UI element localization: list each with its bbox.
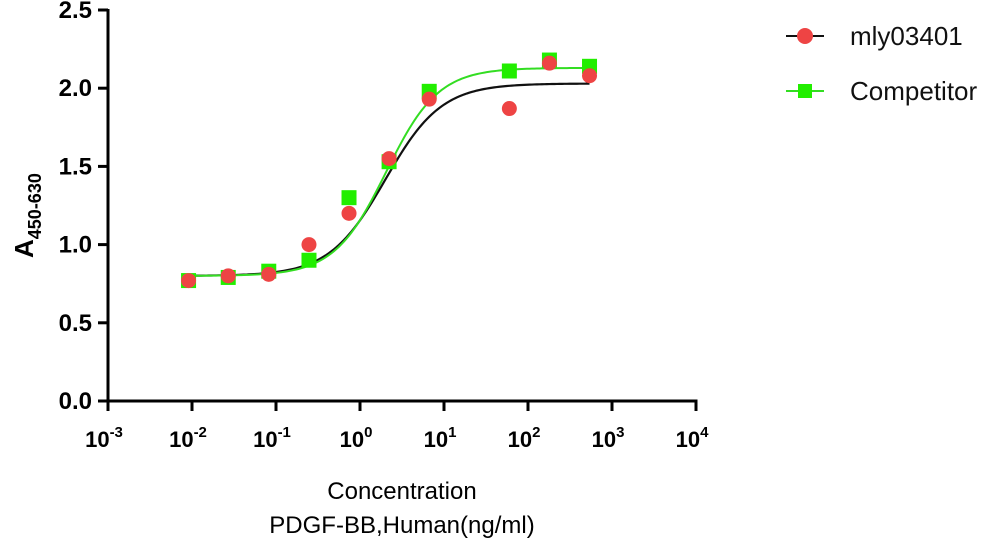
legend-item-mly03401: mly03401 (786, 21, 963, 51)
y-ticks: 0.0 0.5 1.0 1.5 2.0 2.5 (59, 0, 108, 415)
y-axis-title-main: A (9, 239, 39, 258)
x-tick-exponent: 3 (616, 424, 624, 441)
data-point-mly03401 (421, 91, 437, 107)
data-point-mly03401 (381, 151, 397, 167)
x-tick-label: 10-2 (169, 424, 207, 452)
x-tick-base: 10 (169, 427, 193, 452)
legend-label: mly03401 (850, 21, 963, 51)
y-tick-label: 2.0 (59, 75, 92, 102)
y-axis-title-subscript: 450-630 (25, 173, 45, 239)
data-point-mly03401 (341, 205, 357, 221)
x-tick-label: 10-1 (253, 424, 291, 452)
x-tick-exponent: -1 (278, 424, 291, 441)
x-tick-exponent: 1 (448, 424, 456, 441)
data-point-mly03401 (541, 55, 557, 71)
x-tick-label: 101 (424, 424, 457, 452)
y-tick-label: 0.5 (59, 310, 92, 337)
fit-curves (188, 66, 590, 277)
data-point-mly03401 (220, 268, 236, 284)
y-tick-label: 1.0 (59, 232, 92, 259)
legend-square-marker-icon (798, 84, 812, 98)
data-point-mly03401 (301, 237, 317, 253)
x-tick-base: 10 (253, 427, 277, 452)
y-tick-label: 0.0 (59, 388, 92, 415)
x-tick-exponent: -3 (110, 424, 123, 441)
data-point-mly03401 (181, 273, 197, 289)
legend-label: Competitor (850, 76, 977, 106)
data-point-competitor (301, 252, 317, 268)
x-tick-label: 100 (340, 424, 373, 452)
x-tick-label: 10-3 (85, 424, 123, 452)
x-tick-base: 10 (592, 427, 616, 452)
x-ticks: 10-3 10-2 10-1 100 101 102 103 104 (85, 401, 709, 452)
x-tick-label: 103 (592, 424, 625, 452)
x-tick-base: 10 (424, 427, 448, 452)
data-point-mly03401 (501, 101, 517, 117)
y-axis-title: A450-630 (9, 173, 45, 258)
x-tick-exponent: 2 (532, 424, 540, 441)
axes: 0.00.51.01.52.02.5 10-3 10-2 10-1 100 101 102… (59, 0, 709, 452)
x-tick-exponent: 4 (700, 424, 709, 441)
x-tick-base: 10 (340, 427, 364, 452)
y-tick-label: 1.5 (59, 153, 92, 180)
fit-curve-mly03401 (188, 82, 590, 277)
x-tick-exponent: 0 (364, 424, 372, 441)
x-tick-label: 102 (508, 424, 541, 452)
x-axis-title-line2: PDGF-BB,Human(ng/ml) (269, 512, 534, 539)
x-tick-label: 104 (676, 424, 709, 452)
legend-item-competitor: Competitor (786, 76, 977, 106)
legend-circle-marker-icon (797, 28, 813, 44)
data-point-competitor (341, 190, 357, 206)
data-point-competitor (501, 63, 517, 79)
x-tick-base: 10 (85, 427, 109, 452)
data-points (181, 52, 598, 289)
x-axis-title: Concentration (327, 478, 476, 505)
legend: mly03401 Competitor (786, 21, 977, 106)
y-tick-label: 2.5 (59, 0, 92, 24)
data-point-mly03401 (582, 68, 598, 84)
x-tick-base: 10 (676, 427, 700, 452)
data-point-mly03401 (261, 266, 277, 282)
x-tick-exponent: -2 (194, 424, 207, 441)
x-tick-base: 10 (508, 427, 532, 452)
